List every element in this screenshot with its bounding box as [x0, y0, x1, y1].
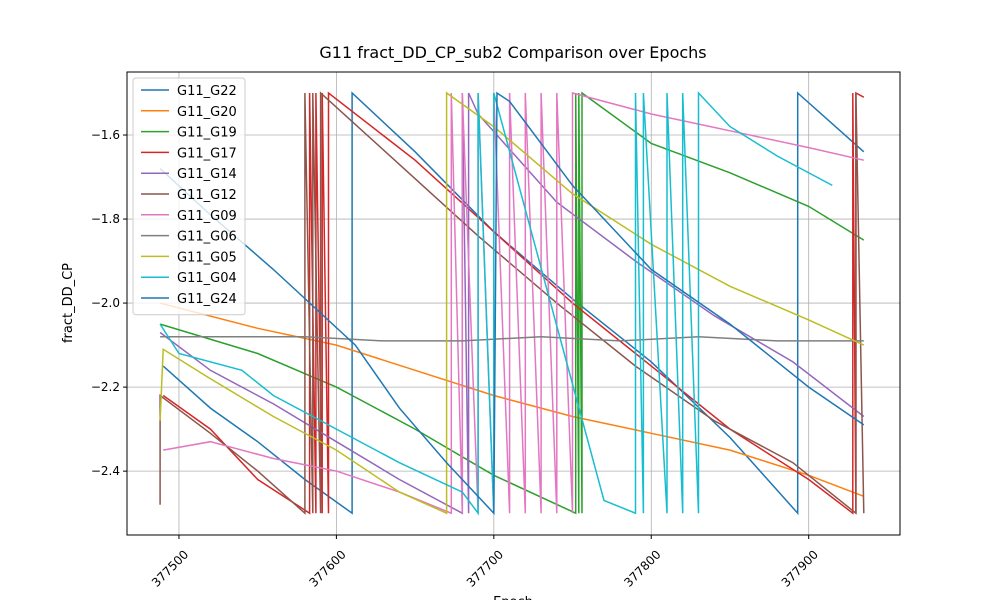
legend-box: [132, 77, 246, 316]
series-line: [159, 91, 865, 515]
legend-label: G11_G12: [177, 188, 237, 203]
series-line: [159, 91, 865, 515]
series-line: [159, 92, 865, 515]
legend-label: G11_G20: [177, 105, 237, 120]
series-line: [160, 335, 864, 342]
legend-label: G11_G14: [177, 167, 237, 182]
legend-label: G11_G19: [177, 126, 237, 141]
plot-lines: [159, 91, 865, 516]
legend-label: G11_G04: [177, 271, 237, 286]
y-tick-label: −1.8: [91, 212, 120, 226]
y-axis-label: fract_DD_CP: [61, 263, 76, 343]
legend-label: G11_G17: [177, 146, 237, 161]
chart-title: G11 fract_DD_CP_sub2 Comparison over Epo…: [319, 43, 706, 63]
series-line: [159, 91, 833, 516]
x-axis-label: Epoch: [493, 595, 533, 600]
y-tick-label: −1.6: [91, 128, 120, 142]
series-line: [159, 91, 865, 515]
plot-frame: [126, 71, 901, 536]
legend-label: G11_G09: [177, 209, 237, 224]
legend-label: G11_G24: [177, 292, 237, 307]
legend-label: G11_G22: [177, 84, 237, 99]
legend-label: G11_G06: [177, 230, 237, 245]
y-tick-label: −2.0: [91, 296, 120, 310]
series-line: [159, 91, 865, 516]
y-tick-label: −2.4: [91, 464, 120, 478]
y-tick-label: −2.2: [91, 380, 120, 394]
legend-label: G11_G05: [177, 250, 237, 265]
